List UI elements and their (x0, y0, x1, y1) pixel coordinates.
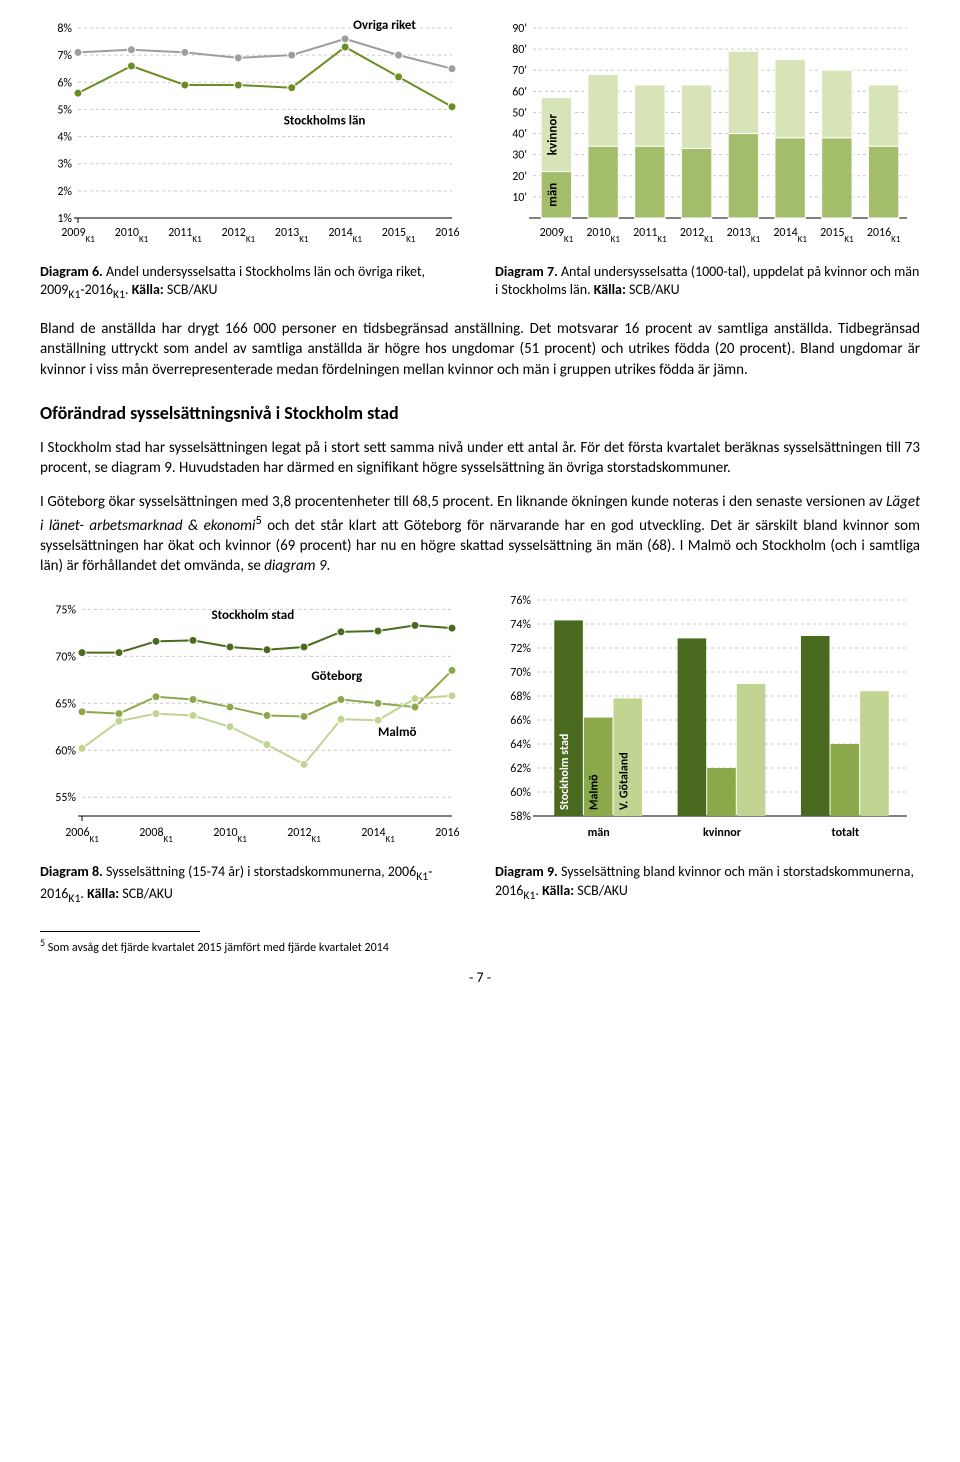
col-chart-7: 90' 80' 70' 60' 50' 40' 30' 20' 10' 2009K1 2010K1 2… (495, 20, 920, 303)
footnote: 5 Som avsåg det fjärde kvartalet 2015 jä… (40, 936, 920, 955)
svg-text:Malmö: Malmö (378, 726, 417, 741)
svg-text:kvinnor: kvinnor (545, 114, 560, 156)
svg-text:7%: 7% (57, 49, 72, 63)
svg-text:2013K1: 2013K1 (727, 226, 761, 245)
page-number: - 7 - (40, 969, 920, 986)
svg-text:6%: 6% (57, 76, 72, 90)
svg-text:20': 20' (512, 170, 527, 184)
footnote-rule (40, 931, 200, 932)
row-charts-8-9: 75% 70% 65% 60% 55% 2006K1 2008K1 2010K1 2012K1 2… (40, 590, 920, 907)
svg-text:60%: 60% (510, 786, 531, 800)
svg-text:60%: 60% (55, 745, 76, 759)
svg-text:2012K1: 2012K1 (680, 226, 714, 245)
svg-text:2009K1: 2009K1 (61, 226, 95, 245)
svg-text:75%: 75% (55, 604, 76, 618)
svg-text:2011K1: 2011K1 (168, 226, 202, 245)
svg-text:2014K1: 2014K1 (328, 226, 362, 245)
svg-text:kvinnor: kvinnor (703, 826, 742, 840)
svg-text:70%: 70% (510, 666, 531, 680)
svg-text:2014K1: 2014K1 (361, 826, 395, 845)
caption-9: Diagram 9. Sysselsättning bland kvinnor … (495, 863, 920, 903)
svg-text:Övriga riket: Övriga riket (353, 20, 416, 33)
caption-8: Diagram 8. Sysselsättning (15-74 år) i s… (40, 863, 465, 907)
svg-text:Malmö: Malmö (588, 774, 602, 810)
svg-text:2011K1: 2011K1 (633, 226, 667, 245)
caption-7: Diagram 7. Antal undersysselsatta (1000-… (495, 263, 920, 299)
svg-text:totalt: totalt (832, 826, 860, 840)
svg-text:55%: 55% (55, 792, 76, 806)
svg-text:90': 90' (512, 22, 527, 36)
svg-text:30': 30' (512, 149, 527, 163)
col-chart-6: 8% 7% 6% 5% 4% 3% 2% 1%2009K1 2010K1 2011K1 2012K1… (40, 20, 465, 303)
svg-text:män: män (545, 183, 560, 207)
svg-text:3%: 3% (57, 158, 72, 172)
svg-text:66%: 66% (510, 714, 531, 728)
svg-text:10': 10' (512, 191, 527, 205)
svg-text:V. Götaland: V. Götaland (617, 753, 631, 811)
svg-text:Stockholm stad: Stockholm stad (558, 734, 572, 810)
svg-text:2016K1: 2016K1 (867, 226, 901, 245)
para-1: Bland de anställda har drygt 166 000 per… (40, 319, 920, 380)
svg-text:2014K1: 2014K1 (773, 226, 807, 245)
svg-text:65%: 65% (55, 698, 76, 712)
col-chart-8: 75% 70% 65% 60% 55% 2006K1 2008K1 2010K1 2012K1 2… (40, 590, 465, 907)
svg-text:2%: 2% (57, 185, 72, 199)
svg-text:64%: 64% (510, 738, 531, 752)
para-3: I Göteborg ökar sysselsättningen med 3,8… (40, 492, 920, 576)
svg-text:2009K1: 2009K1 (540, 226, 574, 245)
svg-text:Stockholms län: Stockholms län (284, 114, 366, 129)
chart-7: 90' 80' 70' 60' 50' 40' 30' 20' 10' 2009K1 2010K1 2… (495, 20, 920, 255)
svg-text:80': 80' (512, 43, 527, 57)
svg-text:5%: 5% (57, 103, 72, 117)
svg-text:70%: 70% (55, 651, 76, 665)
para-2: I Stockholm stad har sysselsättningen le… (40, 438, 920, 479)
svg-text:2016K1: 2016K1 (435, 826, 460, 845)
chart-6: 8% 7% 6% 5% 4% 3% 2% 1%2009K1 2010K1 2011K1 2012K1… (40, 20, 465, 255)
svg-text:72%: 72% (510, 642, 531, 656)
svg-text:1%: 1% (57, 212, 72, 226)
svg-text:58%: 58% (510, 810, 531, 824)
svg-text:2015K1: 2015K1 (820, 226, 854, 245)
svg-text:8%: 8% (57, 22, 72, 36)
svg-text:74%: 74% (510, 618, 531, 632)
svg-text:Stockholm stad: Stockholm stad (212, 608, 295, 623)
col-chart-9: 76% 74% 72% 70% 68% 66% 64% 62% 60% 58% män kvinnor… (495, 590, 920, 907)
row-charts-6-7: 8%7%6%5%4%3%2%1%2009K12010K12011K12012K1… (40, 20, 920, 303)
chart-8: 75% 70% 65% 60% 55% 2006K1 2008K1 2010K1 2012K1 2… (40, 590, 465, 855)
svg-text:Göteborg: Göteborg (311, 669, 363, 684)
svg-text:76%: 76% (510, 594, 531, 608)
svg-text:2008K1: 2008K1 (139, 826, 173, 845)
svg-text:68%: 68% (510, 690, 531, 704)
svg-text:2012K1: 2012K1 (221, 226, 255, 245)
svg-text:2006K1: 2006K1 (65, 826, 99, 845)
caption-6: Diagram 6. Andel undersysselsatta i Stoc… (40, 263, 465, 303)
svg-text:60': 60' (512, 85, 527, 99)
section-heading: Oförändrad sysselsättningsnivå i Stockho… (40, 402, 920, 424)
svg-text:2015K1: 2015K1 (382, 226, 416, 245)
svg-text:2012K1: 2012K1 (287, 826, 321, 845)
chart-9: 76% 74% 72% 70% 68% 66% 64% 62% 60% 58% män kvinnor… (495, 590, 920, 855)
svg-text:2010K1: 2010K1 (213, 826, 247, 845)
svg-text:2010K1: 2010K1 (586, 226, 620, 245)
svg-text:2013K1: 2013K1 (275, 226, 309, 245)
svg-text:4%: 4% (57, 131, 72, 145)
svg-text:40': 40' (512, 128, 527, 142)
svg-text:2010K1: 2010K1 (115, 226, 149, 245)
svg-text:62%: 62% (510, 762, 531, 776)
svg-text:50': 50' (512, 106, 527, 120)
svg-text:2016K1: 2016K1 (435, 226, 460, 245)
svg-text:män: män (588, 826, 610, 840)
svg-text:70': 70' (512, 64, 527, 78)
